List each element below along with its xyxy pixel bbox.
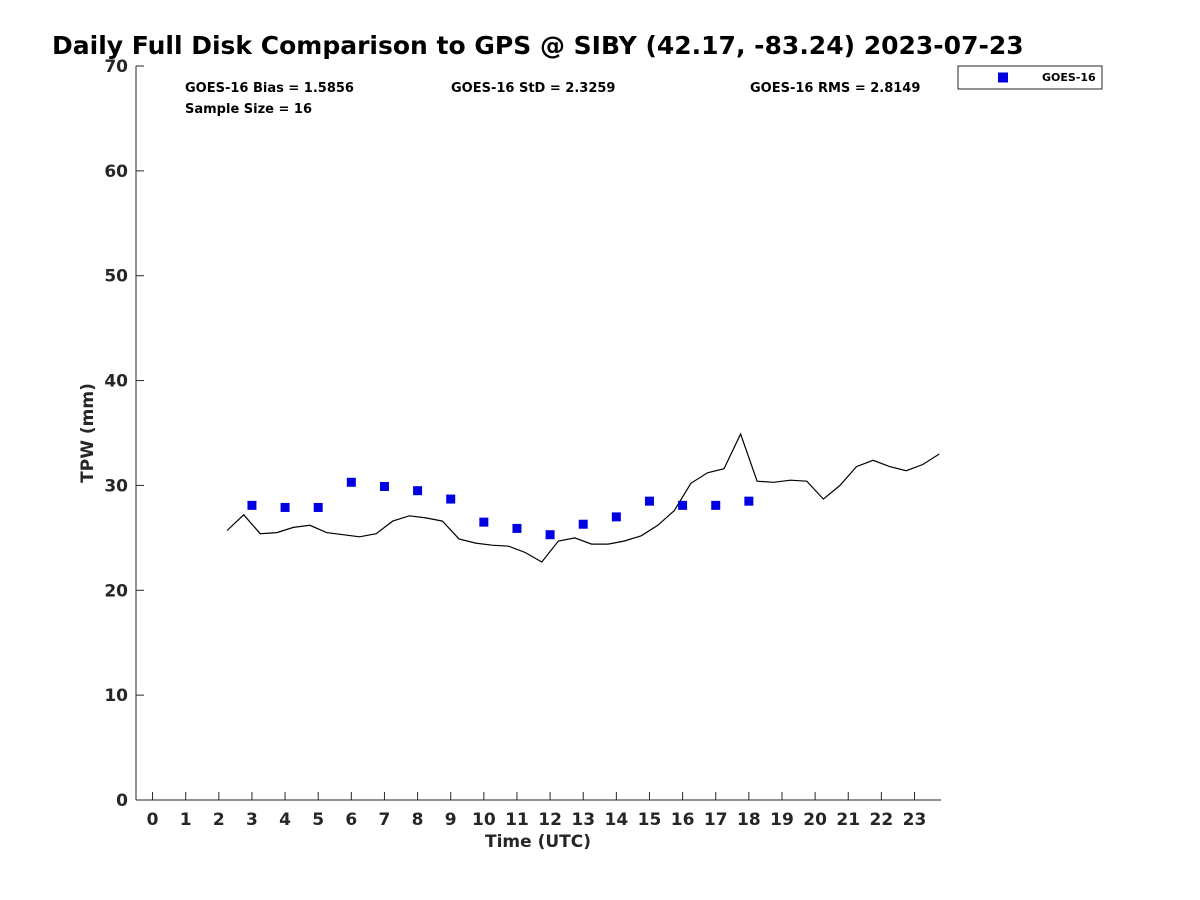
x-tick-label: 5 — [312, 810, 324, 830]
std-stat: GOES-16 StD = 2.3259 — [451, 81, 615, 96]
legend-box — [957, 65, 1103, 90]
chart-title: Daily Full Disk Comparison to GPS @ SIBY… — [52, 31, 1024, 60]
goes16-point — [711, 500, 721, 510]
x-tick-label: 19 — [770, 810, 794, 830]
x-tick-label: 13 — [571, 810, 595, 830]
x-tick-label: 8 — [412, 810, 424, 830]
x-tick-label: 6 — [345, 810, 357, 830]
gps-line-path — [226, 432, 940, 563]
x-tick-label: 18 — [737, 810, 761, 830]
x-tick-label: 15 — [638, 810, 662, 830]
goes16-point — [611, 512, 621, 522]
gps-series-line — [226, 432, 940, 563]
x-tick-label: 22 — [870, 810, 894, 830]
goes16-point — [644, 496, 654, 506]
goes16-point — [479, 517, 489, 527]
x-tick-label: 2 — [213, 810, 225, 830]
goes16-point — [247, 500, 257, 510]
x-axis-ticks: 0 1 2 3 4 5 6 7 8 9 10 11 12 13 14 15 16 17 18 19 20 21 22 23 — [147, 792, 927, 830]
goes16-point — [578, 519, 588, 529]
legend-label-goes16: GOES-16 — [1042, 71, 1096, 84]
x-tick-label: 21 — [836, 810, 860, 830]
goes16-point — [545, 530, 555, 540]
x-tick-label: 11 — [505, 810, 529, 830]
legend-marker — [998, 72, 1008, 83]
y-tick-label: 60 — [104, 162, 128, 182]
x-tick-label: 0 — [147, 810, 159, 830]
y-tick-label: 0 — [116, 791, 128, 811]
x-tick-label: 3 — [246, 810, 258, 830]
goes16-point — [446, 494, 456, 504]
x-tick-label: 4 — [279, 810, 291, 830]
goes16-point — [379, 481, 389, 491]
y-tick-label: 70 — [104, 57, 128, 77]
axes — [135, 66, 941, 801]
x-tick-label: 16 — [671, 810, 695, 830]
x-axis-label: Time (UTC) — [485, 832, 591, 852]
sample-size-stat: Sample Size = 16 — [185, 102, 312, 117]
y-tick-label: 50 — [104, 267, 128, 287]
x-tick-label: 14 — [605, 810, 629, 830]
x-tick-label: 9 — [445, 810, 457, 830]
x-tick-label: 23 — [903, 810, 927, 830]
y-tick-label: 10 — [104, 686, 128, 706]
goes16-point — [346, 477, 356, 487]
goes16-point — [512, 523, 522, 533]
y-tick-label: 20 — [104, 581, 128, 601]
goes16-point — [678, 500, 688, 510]
rms-stat: GOES-16 RMS = 2.8149 — [750, 81, 920, 96]
goes16-series-markers — [247, 477, 754, 540]
goes16-point — [413, 486, 423, 496]
legend: GOES-16 — [957, 65, 1103, 90]
bias-stat: GOES-16 Bias = 1.5856 — [185, 81, 354, 96]
y-tick-label: 40 — [104, 372, 128, 392]
x-tick-label: 7 — [379, 810, 391, 830]
x-tick-label: 10 — [472, 810, 496, 830]
goes16-point — [280, 502, 290, 512]
goes16-point — [313, 502, 323, 512]
y-axis-label: TPW (mm) — [78, 383, 98, 483]
goes16-point — [744, 496, 754, 506]
x-tick-label: 17 — [704, 810, 728, 830]
x-tick-label: 12 — [538, 810, 562, 830]
x-tick-label: 20 — [803, 810, 827, 830]
y-tick-label: 30 — [104, 476, 128, 496]
x-tick-label: 1 — [180, 810, 192, 830]
y-axis-ticks: 0 10 20 30 40 50 60 70 — [104, 57, 144, 811]
